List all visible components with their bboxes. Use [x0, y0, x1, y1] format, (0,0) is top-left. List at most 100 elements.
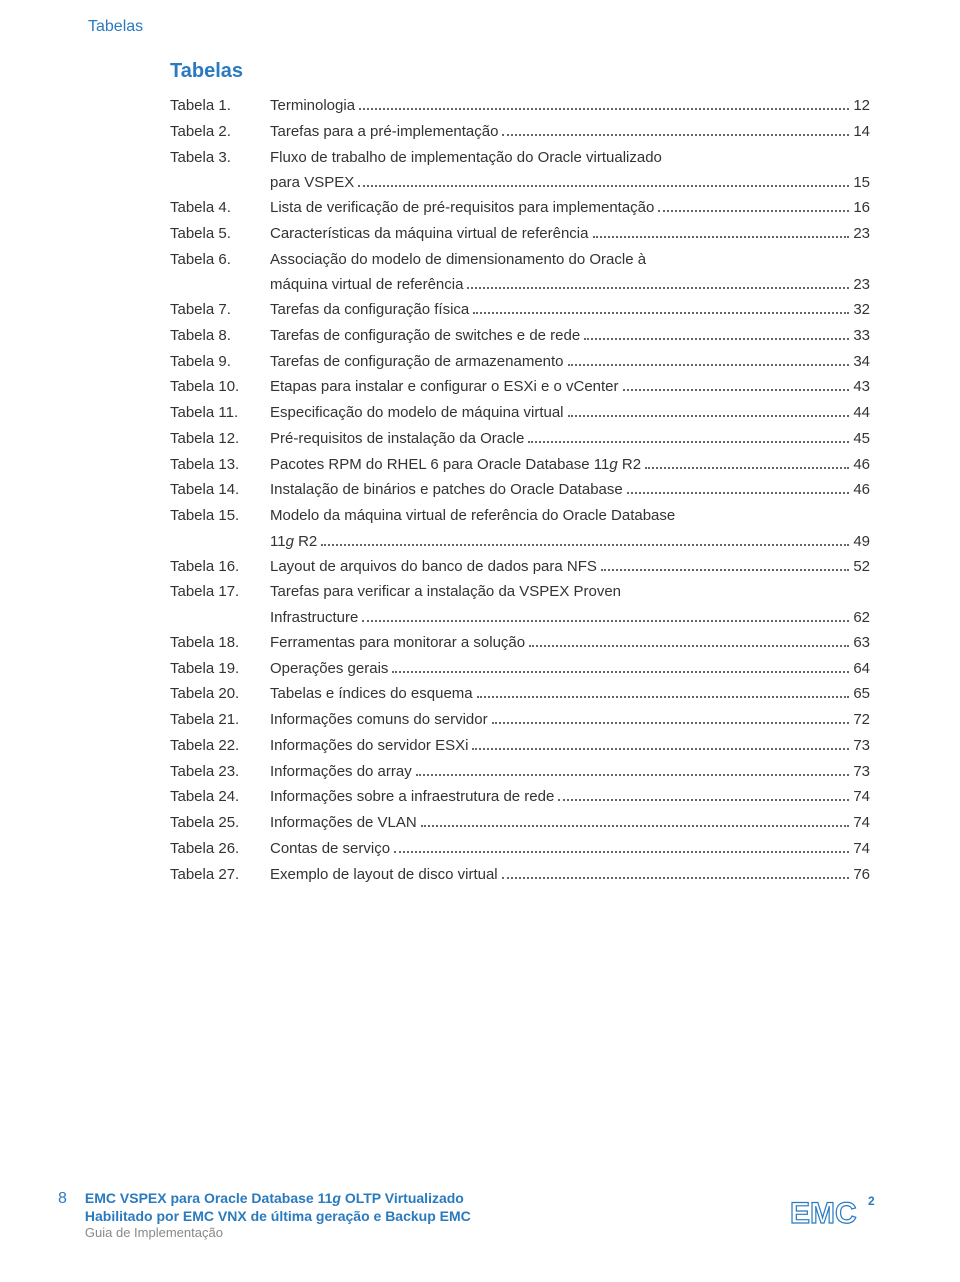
toc-label: Tabela 16.	[170, 555, 270, 580]
toc-text: Terminologia	[270, 94, 355, 119]
toc-page: 73	[853, 734, 870, 759]
toc-text: máquina virtual de referência	[270, 273, 463, 298]
toc-entry: Tabela 7.Tarefas da configuração física 3…	[170, 298, 870, 323]
toc-list: Tabela 1.Terminologia12Tabela 2.Tarefas …	[170, 94, 870, 888]
toc-leader-dots	[568, 405, 850, 417]
toc-entry: Tabela 27.Exemplo de layout de disco vir…	[170, 863, 870, 888]
toc-entry: Tabela 2.Tarefas para a pré-implementaçã…	[170, 120, 870, 145]
toc-text: Layout de arquivos do banco de dados par…	[270, 555, 597, 580]
toc-entry: Tabela 15.Modelo da máquina virtual de r…	[170, 504, 870, 529]
toc-leader-dots	[421, 815, 850, 827]
toc-entry-continuation: para VSPEX15	[270, 171, 870, 196]
toc-page: 32	[853, 298, 870, 323]
toc-leader-dots	[359, 98, 849, 110]
toc-text: Tarefas para a pré-implementação	[270, 120, 498, 145]
toc-page: 46	[853, 478, 870, 503]
toc-entry: Tabela 13.Pacotes RPM do RHEL 6 para Ora…	[170, 453, 870, 478]
toc-leader-dots	[584, 328, 849, 340]
toc-label: Tabela 14.	[170, 478, 270, 503]
toc-label: Tabela 19.	[170, 657, 270, 682]
toc-label: Tabela 27.	[170, 863, 270, 888]
toc-leader-dots	[645, 457, 849, 469]
toc-text: Infrastructure	[270, 606, 358, 631]
toc-label: Tabela 13.	[170, 453, 270, 478]
toc-text: Pacotes RPM do RHEL 6 para Oracle Databa…	[270, 453, 641, 478]
toc-page: 23	[853, 273, 870, 298]
toc-page: 63	[853, 631, 870, 656]
toc-text: Lista de verificação de pré-requisitos p…	[270, 196, 654, 221]
toc-leader-dots	[502, 124, 849, 136]
toc-text: Tarefas de configuração de switches e de…	[270, 324, 580, 349]
emc-logo-text: EMC	[790, 1197, 857, 1230]
toc-label: Tabela 26.	[170, 837, 270, 862]
toc-label: Tabela 10.	[170, 375, 270, 400]
toc-leader-dots	[658, 200, 849, 212]
toc-leader-dots	[467, 277, 849, 289]
toc-page: 14	[853, 120, 870, 145]
page-number: 8	[58, 1189, 67, 1210]
toc-leader-dots	[472, 738, 849, 750]
toc-text: Instalação de binários e patches do Orac…	[270, 478, 623, 503]
toc-text: Tabelas e índices do esquema	[270, 682, 473, 707]
toc-label: Tabela 5.	[170, 222, 270, 247]
toc-label: Tabela 20.	[170, 682, 270, 707]
toc-page: 44	[853, 401, 870, 426]
toc-leader-dots	[394, 841, 849, 853]
toc-entry: Tabela 24.Informações sobre a infraestru…	[170, 785, 870, 810]
footer-title-b: OLTP Virtualizado	[341, 1190, 464, 1206]
toc-text: Contas de serviço	[270, 837, 390, 862]
toc-page: 73	[853, 760, 870, 785]
toc-leader-dots	[321, 534, 849, 546]
toc-label: Tabela 15.	[170, 504, 270, 529]
toc-text: 11g R2	[270, 530, 317, 555]
toc-entry: Tabela 14.Instalação de binários e patch…	[170, 478, 870, 503]
toc-page: 46	[853, 453, 870, 478]
toc-leader-dots	[568, 354, 850, 366]
toc-label: Tabela 2.	[170, 120, 270, 145]
toc-entry: Tabela 17.Tarefas para verificar a insta…	[170, 580, 870, 605]
toc-label: Tabela 17.	[170, 580, 270, 605]
footer-title: EMC VSPEX para Oracle Database 11g OLTP …	[85, 1189, 471, 1207]
toc-page: 23	[853, 222, 870, 247]
toc-text: Tarefas da configuração física	[270, 298, 469, 323]
toc-label: Tabela 1.	[170, 94, 270, 119]
toc-page: 33	[853, 324, 870, 349]
toc-entry: Tabela 26.Contas de serviço74	[170, 837, 870, 862]
toc-label: Tabela 9.	[170, 350, 270, 375]
toc-entry: Tabela 4.Lista de verificação de pré-req…	[170, 196, 870, 221]
toc-text: Informações sobre a infraestrutura de re…	[270, 785, 554, 810]
toc-leader-dots	[623, 379, 850, 391]
toc-entry: Tabela 8.Tarefas de configuração de swit…	[170, 324, 870, 349]
toc-label: Tabela 22.	[170, 734, 270, 759]
toc-label: Tabela 11.	[170, 401, 270, 426]
toc-text: Exemplo de layout de disco virtual	[270, 863, 498, 888]
toc-label: Tabela 12.	[170, 427, 270, 452]
toc-entry-continuation: 11g R249	[270, 530, 870, 555]
toc-label: Tabela 25.	[170, 811, 270, 836]
toc-leader-dots	[416, 764, 850, 776]
toc-leader-dots	[529, 635, 849, 647]
toc-text: Associação do modelo de dimensionamento …	[270, 248, 646, 273]
toc-leader-dots	[473, 302, 849, 314]
toc-entry: Tabela 10.Etapas para instalar e configu…	[170, 375, 870, 400]
toc-page: 74	[853, 811, 870, 836]
toc-text: Informações do servidor ESXi	[270, 734, 468, 759]
emc-logo: EMC 2	[790, 1193, 900, 1238]
footer-title-g: g	[332, 1190, 341, 1206]
toc-text: Características da máquina virtual de re…	[270, 222, 589, 247]
toc-entry-continuation: Infrastructure62	[270, 606, 870, 631]
toc-entry: Tabela 23.Informações do array73	[170, 760, 870, 785]
toc-leader-dots	[477, 686, 850, 698]
toc-label: Tabela 7.	[170, 298, 270, 323]
toc-entry: Tabela 19.Operações gerais64	[170, 657, 870, 682]
toc-entry: Tabela 1.Terminologia12	[170, 94, 870, 119]
toc-page: 64	[853, 657, 870, 682]
toc-text: Tarefas de configuração de armazenamento	[270, 350, 564, 375]
toc-text: Informações de VLAN	[270, 811, 417, 836]
toc-entry: Tabela 11.Especificação do modelo de máq…	[170, 401, 870, 426]
toc-label: Tabela 24.	[170, 785, 270, 810]
toc-entry: Tabela 25.Informações de VLAN 74	[170, 811, 870, 836]
toc-page: 45	[853, 427, 870, 452]
footer-title-a: EMC VSPEX para Oracle Database 11	[85, 1190, 332, 1206]
toc-entry: Tabela 21.Informações comuns do servidor…	[170, 708, 870, 733]
